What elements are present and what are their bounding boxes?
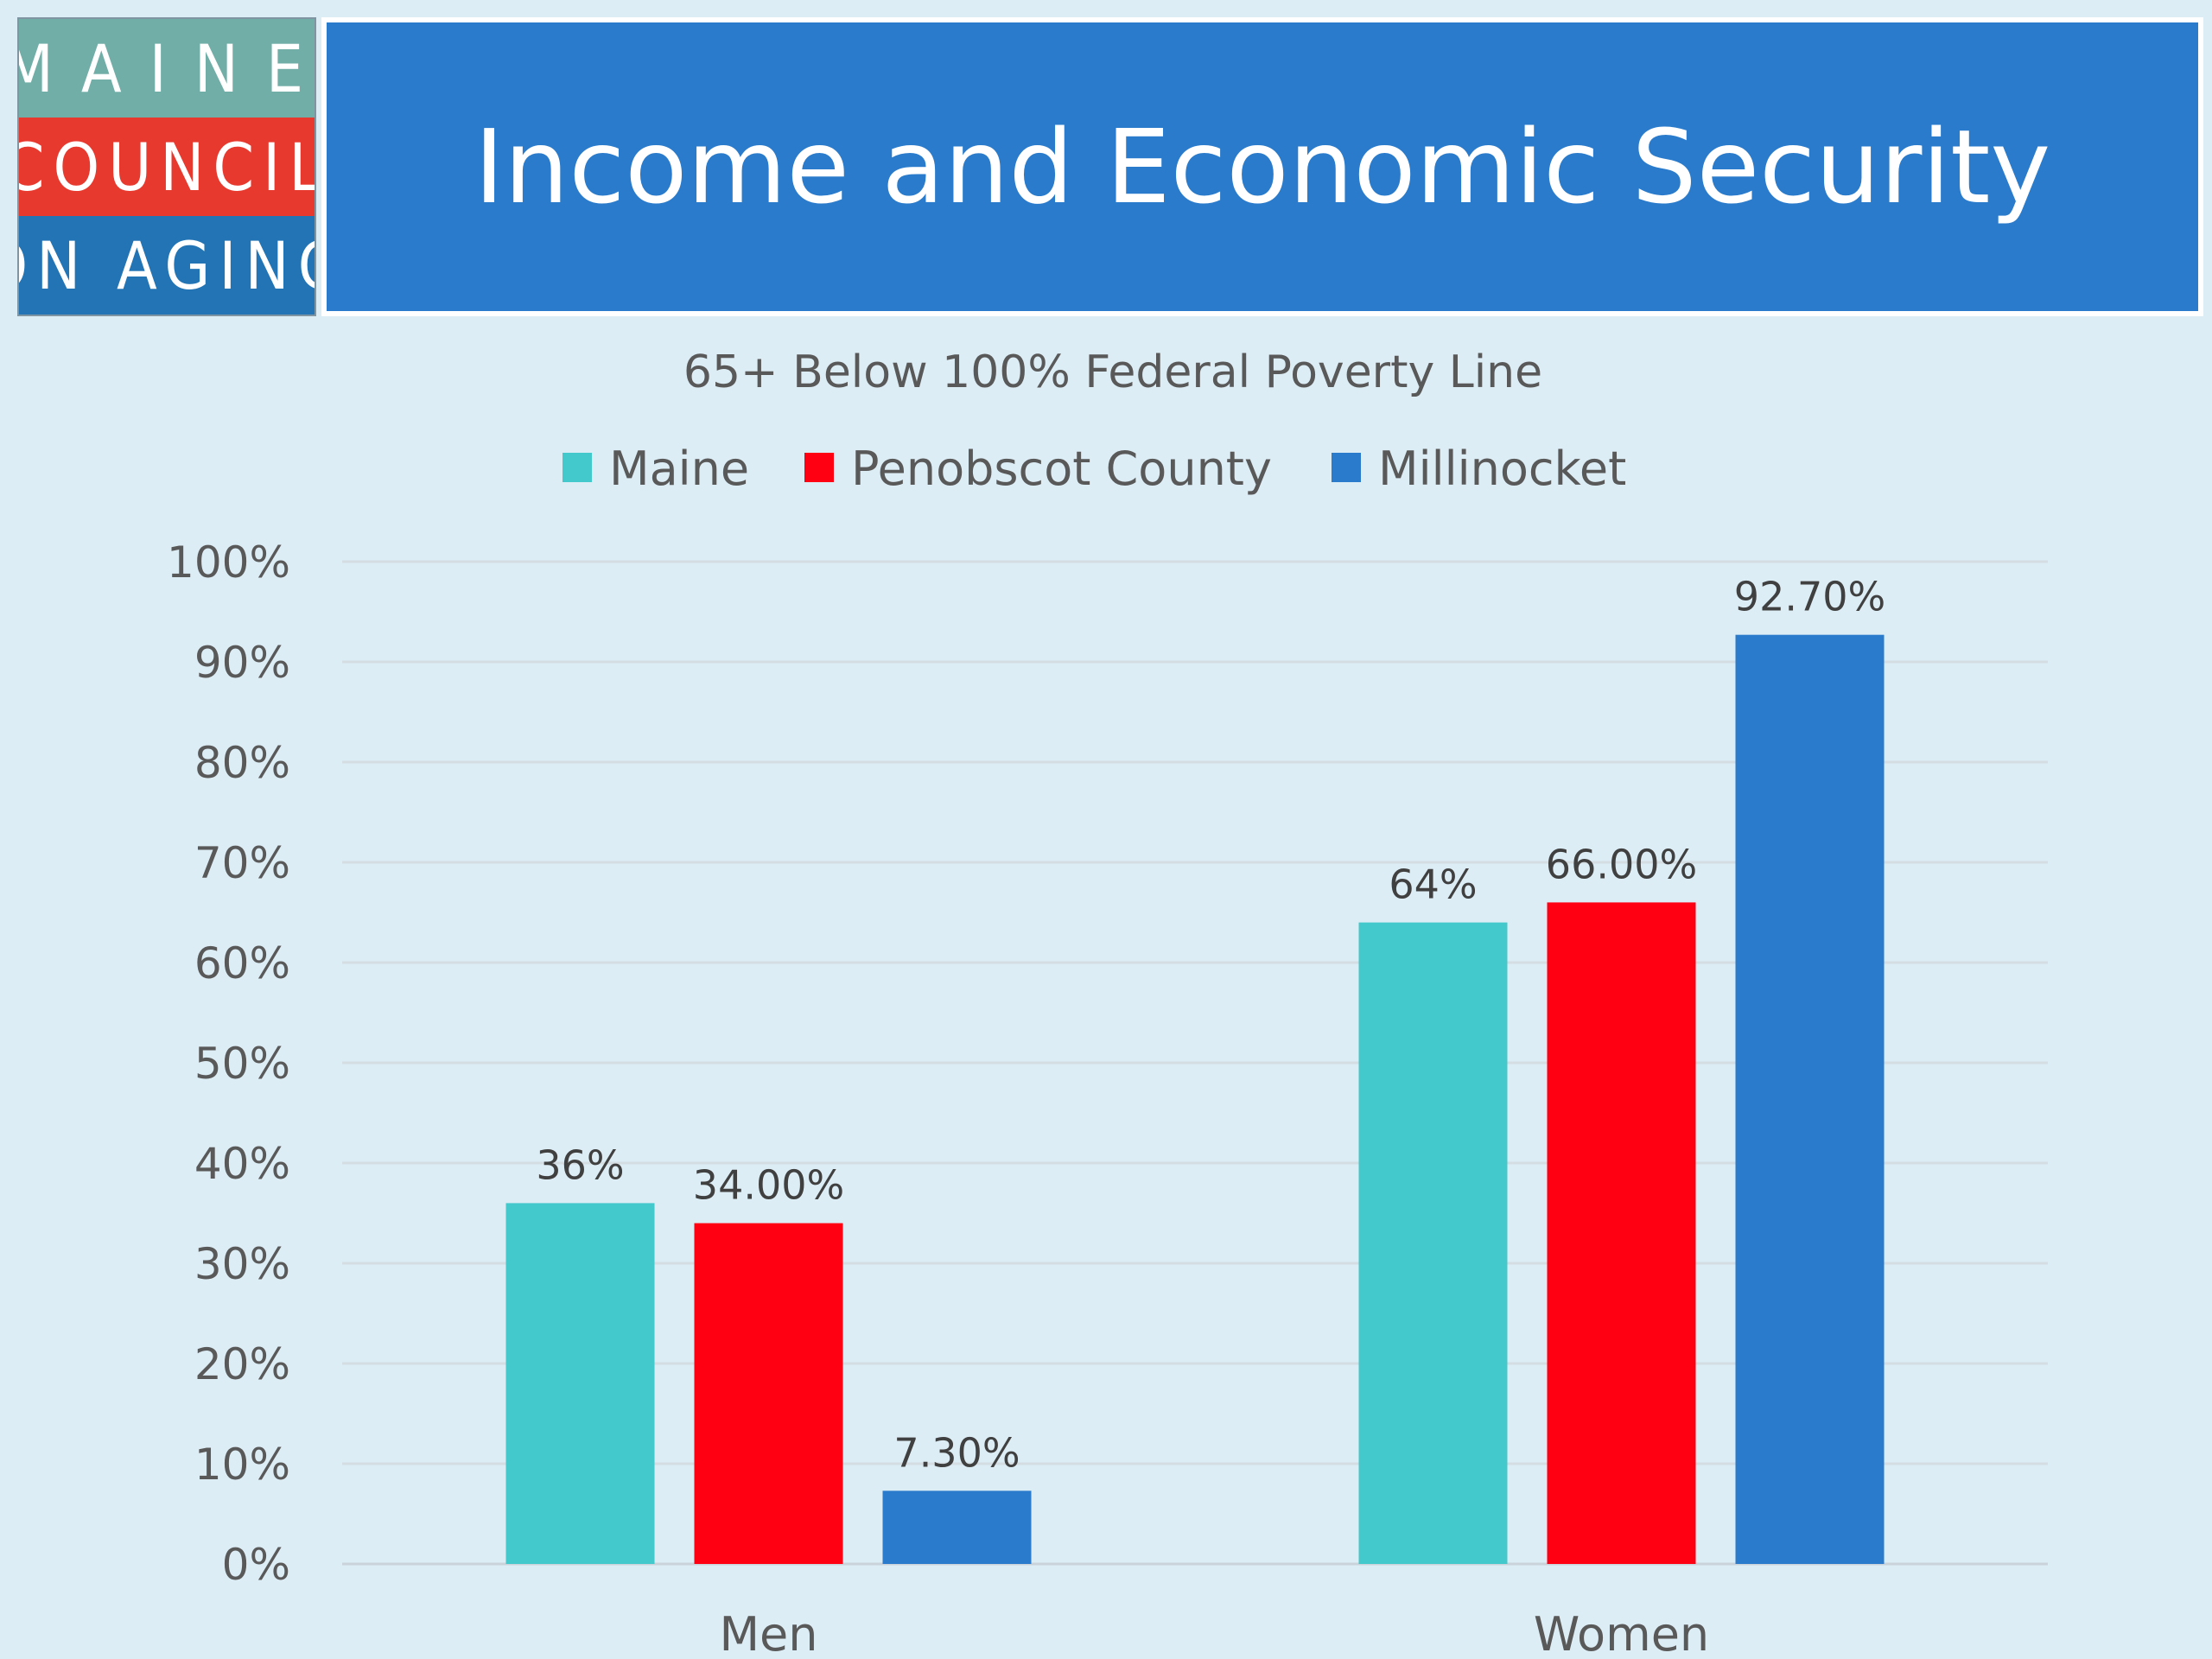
y-axis: 0% 10% 20% 30% 40% 50% 60% 70% 80% 90% 100% [167,537,290,1590]
x-category-label: Women [1534,1607,1709,1659]
bar-penobscot-county-men [694,1223,843,1564]
y-tick-label: 100% [167,537,290,588]
data-label: 36% [536,1141,624,1188]
x-axis: Men Women [719,1607,1709,1659]
y-tick-label: 30% [194,1239,290,1289]
title-banner: Income and Economic Security [321,17,2203,316]
y-tick-label: 60% [194,938,290,988]
data-label: 7.30% [893,1429,1020,1476]
legend-label: Millinocket [1378,442,1626,496]
legend-item-maine: Maine [563,442,749,496]
y-tick-label: 90% [194,638,290,688]
x-category-label: Men [719,1607,817,1659]
legend-label: Penobscot County [851,442,1272,496]
bar-maine-men [505,1203,655,1564]
maine-council-on-aging-logo: MAINE COUNCIL ON AGING [17,17,316,316]
logo-line-council: COUNCIL [19,118,315,216]
data-label: 64% [1389,861,1477,908]
legend-swatch [804,453,834,482]
y-tick-label: 80% [194,738,290,788]
logo-line-on-aging: ON AGING [19,216,315,315]
legend-item-millinocket: Millinocket [1332,442,1626,496]
data-label: 66.00% [1546,841,1697,887]
legend-swatch [1332,453,1361,482]
chart-legend: Maine Penobscot County Millinocket [563,442,1626,496]
logo-line-maine: MAINE [19,19,315,118]
chart-title: 65+ Below 100% Federal Poverty Line [683,346,1542,398]
slide-title: Income and Economic Security [474,107,2051,226]
y-tick-label: 40% [194,1139,290,1189]
bar-millinocket-women [1735,634,1885,1565]
legend-item-penobscot-county: Penobscot County [804,442,1272,496]
chart-bars: 36% 34.00% 7.30% 64% 66.00% 92.70% [505,574,1885,1565]
y-tick-label: 70% [194,838,290,888]
y-tick-label: 10% [194,1440,290,1490]
data-label: 34.00% [693,1162,844,1209]
bar-millinocket-men [882,1491,1032,1564]
y-tick-label: 50% [194,1039,290,1089]
bar-maine-women [1358,922,1508,1564]
legend-label: Maine [609,442,749,496]
y-tick-label: 20% [194,1339,290,1389]
data-label: 92.70% [1734,574,1885,620]
legend-swatch [563,453,592,482]
y-tick-label: 0% [222,1540,290,1590]
bar-penobscot-county-women [1547,902,1696,1564]
